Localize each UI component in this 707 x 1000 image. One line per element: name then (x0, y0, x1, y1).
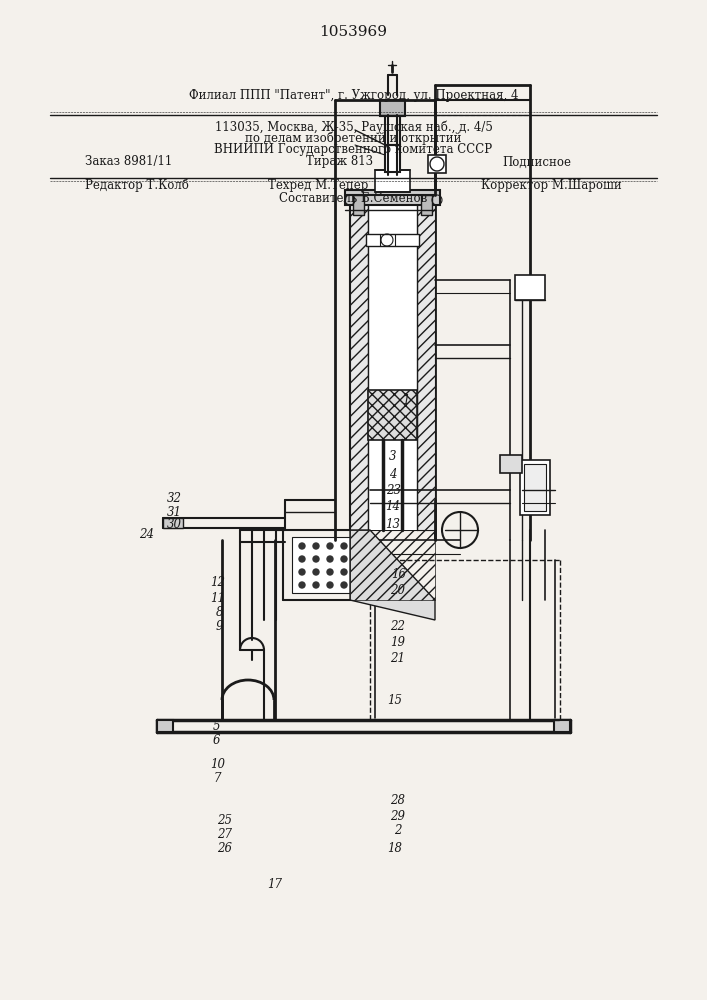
Bar (385, 145, 400, 172)
Circle shape (341, 582, 347, 588)
Bar (157, 720, 173, 732)
Circle shape (313, 569, 319, 575)
Bar (366, 234, 419, 246)
Bar (380, 100, 405, 116)
Text: 26: 26 (217, 842, 233, 854)
Circle shape (299, 543, 305, 549)
Circle shape (341, 556, 347, 562)
Bar (353, 195, 364, 215)
Text: 31: 31 (167, 506, 182, 518)
Text: 20: 20 (390, 584, 405, 596)
Text: 9: 9 (216, 619, 223, 633)
Text: 1: 1 (402, 393, 409, 406)
Text: 6: 6 (213, 734, 220, 746)
Bar (554, 720, 570, 732)
Text: 28: 28 (390, 794, 405, 806)
Text: 18: 18 (387, 842, 402, 854)
Text: ВНИИПИ Государственного комитета СССР: ВНИИПИ Государственного комитета СССР (214, 142, 493, 155)
Text: 3: 3 (390, 450, 397, 462)
Text: 14: 14 (385, 499, 401, 512)
Text: 24: 24 (139, 528, 154, 542)
Text: Корректор М.Шароши: Корректор М.Шароши (481, 178, 622, 192)
Bar (350, 200, 435, 530)
Bar (515, 275, 545, 300)
Text: Составитель Б.Семенов: Составитель Б.Семенов (279, 192, 428, 205)
Text: 15: 15 (387, 694, 402, 706)
Text: 4: 4 (390, 468, 397, 481)
Circle shape (327, 556, 333, 562)
Text: 113035, Москва, Ж-35, Раушская наб., д. 4/5: 113035, Москва, Ж-35, Раушская наб., д. … (214, 120, 493, 134)
Text: 2: 2 (394, 824, 401, 836)
Bar (375, 170, 410, 192)
Circle shape (299, 569, 305, 575)
Text: Филиал ППП "Патент", г. Ужгород, ул. Проектная, 4: Филиал ППП "Патент", г. Ужгород, ул. Про… (189, 89, 518, 102)
Text: 19: 19 (390, 636, 405, 648)
Circle shape (299, 556, 305, 562)
Circle shape (327, 543, 333, 549)
Bar (345, 190, 440, 205)
Text: Редактор Т.Колб: Редактор Т.Колб (85, 178, 189, 192)
Text: Тираж 813: Тираж 813 (306, 155, 373, 168)
Text: 27: 27 (217, 828, 233, 840)
Text: 30: 30 (167, 518, 182, 530)
Text: 11: 11 (210, 591, 226, 604)
Bar (428, 155, 446, 173)
Bar (500, 455, 522, 473)
Bar (417, 200, 435, 530)
Text: 23: 23 (385, 484, 401, 496)
Text: 7: 7 (214, 772, 221, 784)
Text: Заказ 8981/11: Заказ 8981/11 (85, 155, 172, 168)
Bar (368, 200, 417, 530)
Text: 12: 12 (210, 576, 226, 589)
Text: 1053969: 1053969 (320, 25, 387, 39)
Text: 25: 25 (217, 814, 233, 826)
Text: 17: 17 (267, 879, 282, 892)
Text: Подписное: Подписное (503, 155, 572, 168)
Circle shape (341, 569, 347, 575)
Circle shape (327, 582, 333, 588)
Bar (524, 464, 546, 511)
Bar (350, 530, 435, 600)
Text: по делам изобретений и открытий: по делам изобретений и открытий (245, 131, 462, 145)
Bar (163, 518, 183, 528)
Bar (292, 537, 360, 593)
Text: Техред М.Тепер: Техред М.Тепер (268, 178, 368, 192)
Text: 10: 10 (210, 758, 226, 770)
Bar (421, 195, 432, 215)
Circle shape (299, 582, 305, 588)
Text: 5: 5 (213, 720, 220, 732)
Polygon shape (350, 530, 435, 620)
Text: 16: 16 (391, 568, 407, 580)
Text: 32: 32 (167, 492, 182, 506)
Text: 21: 21 (390, 652, 405, 664)
Bar (368, 390, 417, 440)
Circle shape (313, 582, 319, 588)
Text: 29: 29 (390, 810, 405, 822)
Text: 8: 8 (216, 605, 223, 618)
Text: 13: 13 (385, 518, 401, 530)
Circle shape (313, 543, 319, 549)
Text: 22: 22 (390, 619, 405, 633)
Circle shape (341, 543, 347, 549)
Bar (520, 460, 550, 515)
Circle shape (313, 556, 319, 562)
Bar (350, 200, 368, 530)
Circle shape (327, 569, 333, 575)
